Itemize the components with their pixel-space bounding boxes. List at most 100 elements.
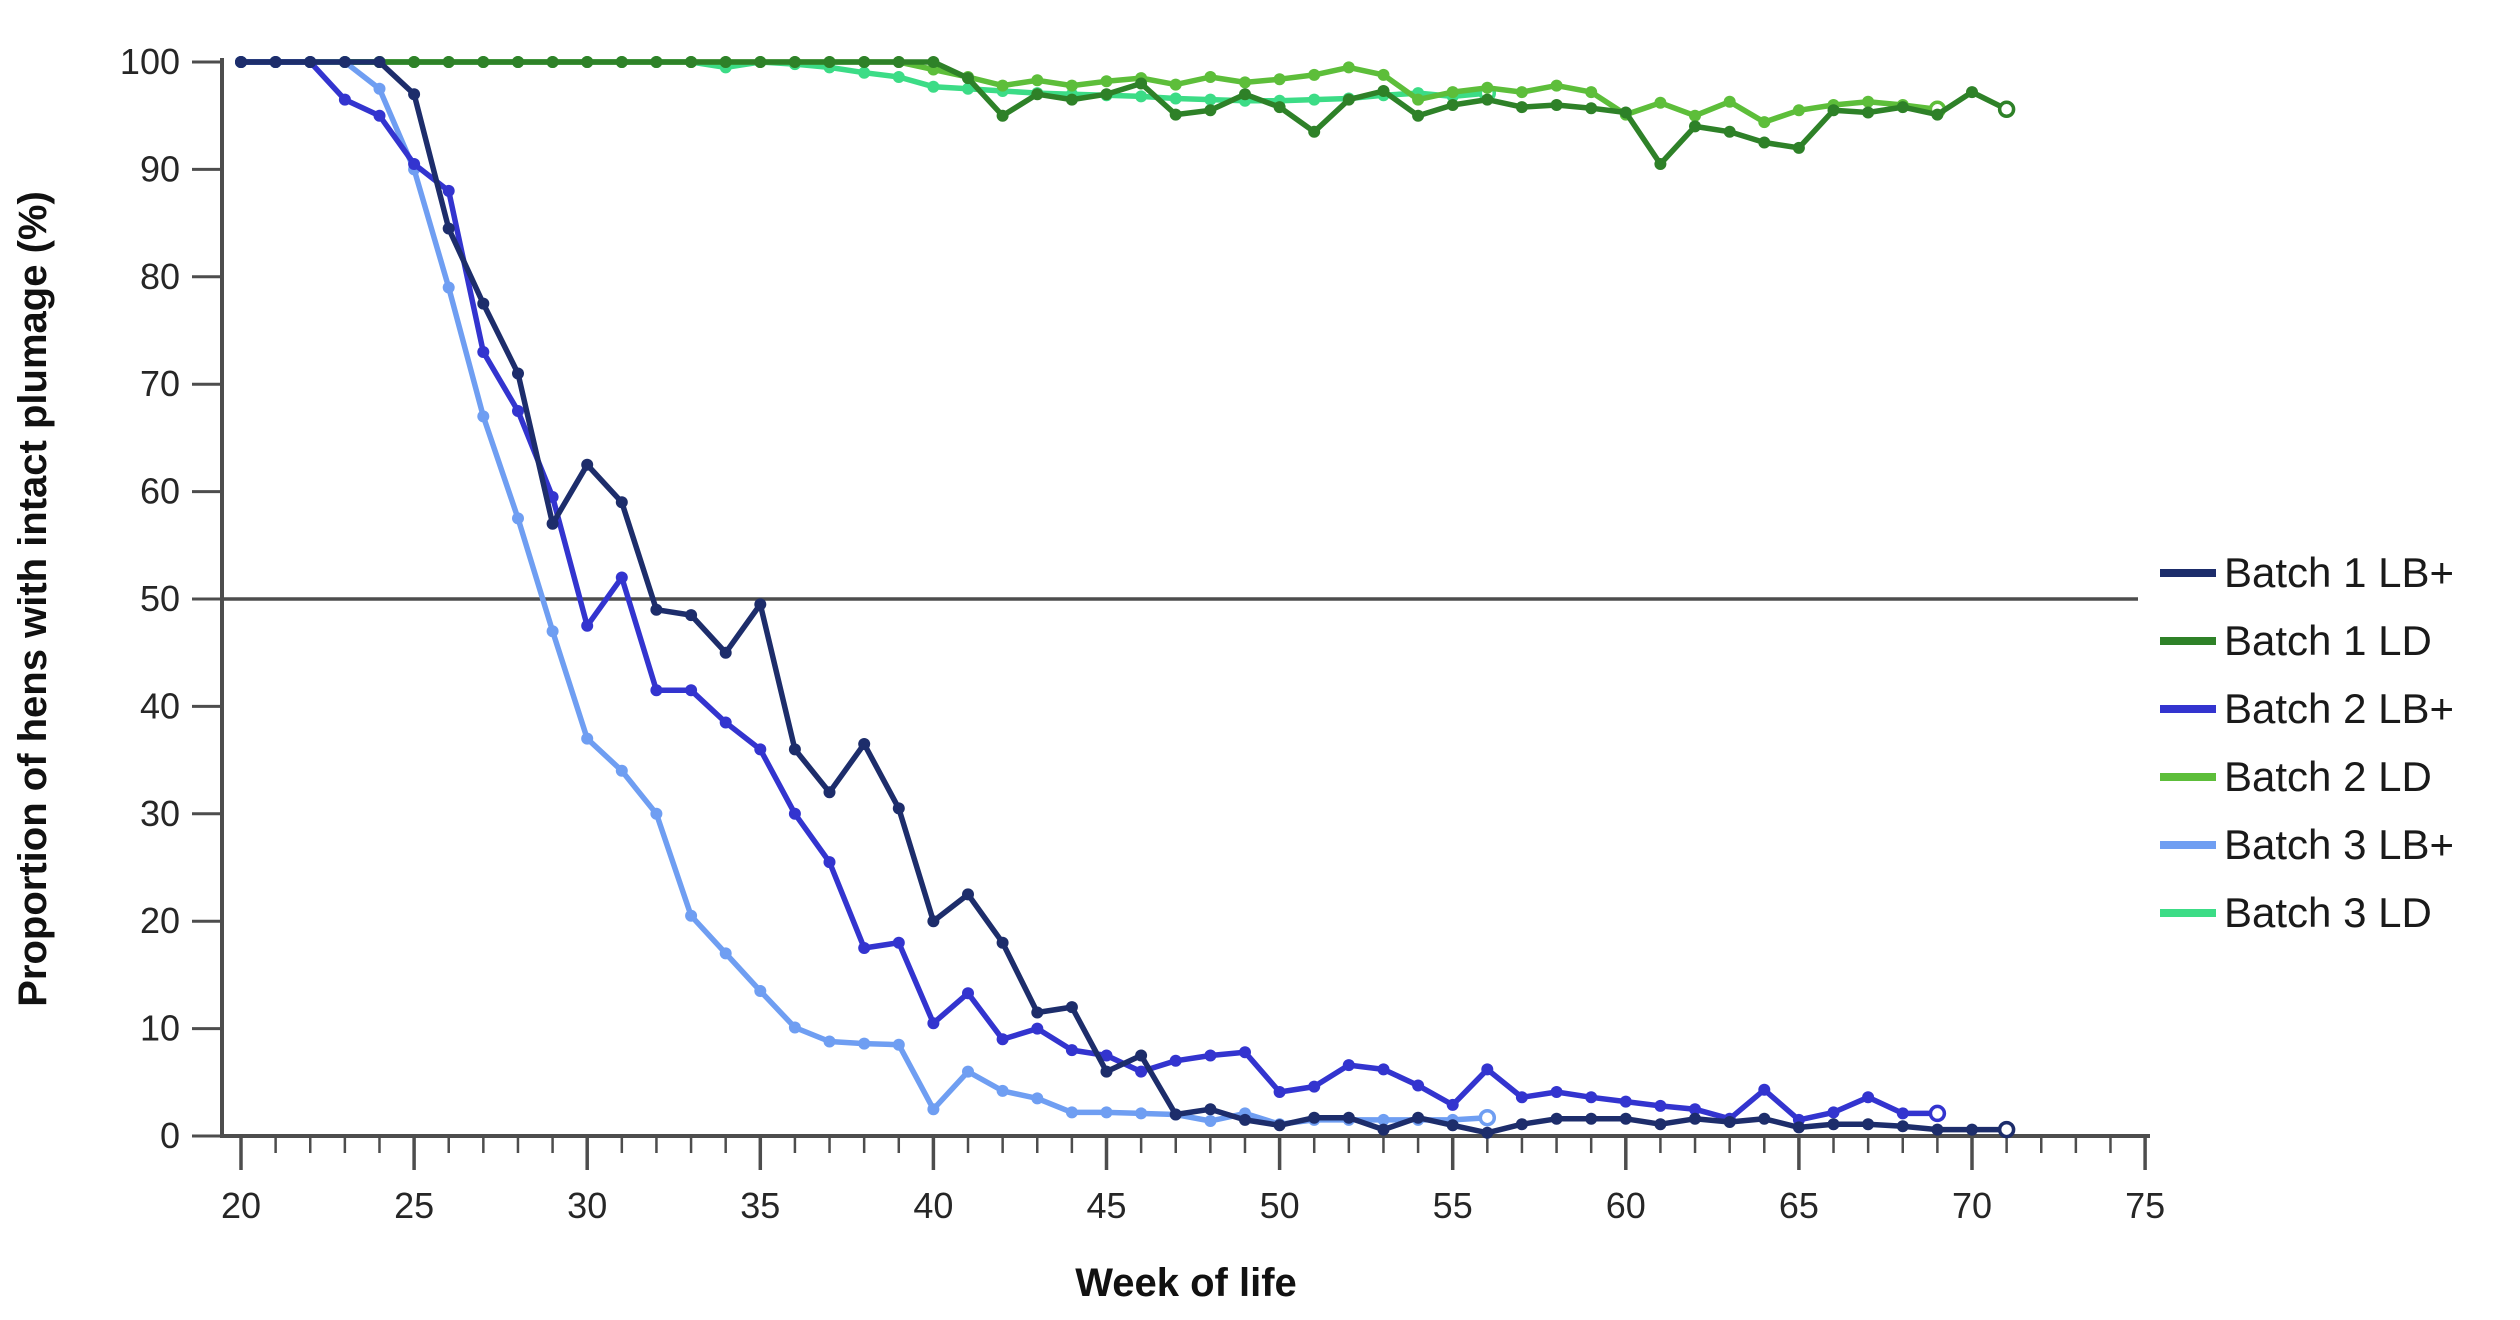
data-point-batch-1-ld <box>615 56 628 68</box>
data-point-batch-1-lb-plus <box>1204 1103 1217 1116</box>
data-point-batch-1-lb-plus <box>788 743 801 756</box>
data-point-batch-1-ld <box>1065 93 1078 106</box>
data-point-batch-2-lb-plus <box>1135 1065 1148 1078</box>
data-point-batch-3-lb-plus <box>858 1037 871 1050</box>
data-point-batch-1-lb-plus <box>338 56 351 68</box>
data-point-batch-1-lb-plus <box>1273 1119 1286 1132</box>
data-point-batch-1-ld <box>754 56 767 68</box>
legend-entry-batch-1-ld: Batch 1 LD <box>2160 617 2432 664</box>
legend-label-batch-3-lb-plus: Batch 3 LB+ <box>2224 821 2454 868</box>
legend: Batch 1 LB+ Batch 1 LD Batch 2 LB+ Batch 2 … <box>2160 549 2454 936</box>
y-tick-label: 50 <box>140 578 180 619</box>
data-point-batch-3-ld <box>892 71 905 83</box>
data-point-batch-3-lb-plus <box>927 1103 940 1116</box>
data-point-batch-1-ld <box>685 56 698 68</box>
data-point-batch-1-lb-plus <box>1966 1123 1978 1136</box>
data-point-batch-1-ld <box>546 56 559 68</box>
data-point-batch-2-ld <box>1481 81 1494 94</box>
data-point-batch-2-lb-plus <box>512 405 524 417</box>
data-point-batch-2-lb-plus <box>996 1033 1009 1046</box>
series-batch-1-ld <box>235 56 2016 170</box>
data-point-batch-3-lb-plus <box>892 1038 905 1051</box>
data-point-batch-2-ld <box>1654 96 1667 109</box>
data-point-batch-1-ld <box>581 56 594 68</box>
data-point-batch-2-lb-plus <box>962 987 974 1000</box>
data-point-batch-3-lb-plus <box>1377 1113 1390 1126</box>
data-point-batch-2-lb-plus <box>1481 1063 1494 1076</box>
data-point-batch-3-lb-plus <box>442 281 455 294</box>
x-tick-label: 70 <box>1952 1185 1992 1226</box>
x-tick-label: 30 <box>567 1185 607 1226</box>
data-point-batch-2-lb-plus <box>754 743 767 756</box>
data-point-batch-1-lb-plus <box>512 367 524 380</box>
data-point-batch-3-lb-plus <box>685 909 698 922</box>
data-point-batch-3-lb-plus <box>788 1021 801 1034</box>
data-point-batch-3-lb-plus <box>1065 1106 1078 1119</box>
x-tick-label: 75 <box>2125 1185 2165 1226</box>
data-point-batch-1-lb-plus <box>1308 1111 1321 1124</box>
data-point-batch-1-lb-plus <box>269 56 282 68</box>
data-point-batch-1-lb-plus <box>1065 1001 1078 1014</box>
data-point-batch-2-lb-plus <box>1239 1046 1251 1059</box>
x-tick-label: 55 <box>1433 1185 1473 1226</box>
data-point-batch-2-ld <box>1515 86 1528 99</box>
data-point-batch-1-ld <box>1689 120 1701 133</box>
data-point-batch-2-lb-plus <box>927 1017 940 1030</box>
data-point-batch-1-ld <box>1308 125 1321 138</box>
data-point-batch-1-ld <box>1273 101 1286 114</box>
data-point-batch-1-ld <box>719 56 732 68</box>
data-point-open-batch-1-lb-plus <box>1997 1120 2016 1139</box>
data-point-batch-1-lb-plus <box>1896 1120 1909 1133</box>
data-point-batch-1-ld <box>1481 93 1494 106</box>
data-point-batch-2-ld <box>1723 95 1736 108</box>
data-point-batch-2-ld <box>1273 73 1286 86</box>
data-point-batch-1-lb-plus <box>546 517 559 530</box>
data-point-batch-1-ld <box>892 56 905 68</box>
data-point-batch-2-lb-plus <box>1515 1091 1528 1104</box>
data-point-batch-2-lb-plus <box>1308 1080 1321 1093</box>
data-point-batch-3-lb-plus <box>962 1065 974 1078</box>
legend-entry-batch-3-lb-plus: Batch 3 LB+ <box>2160 821 2454 868</box>
data-point-batch-2-lb-plus <box>1654 1099 1667 1112</box>
data-point-batch-2-ld <box>1204 71 1217 83</box>
data-point-batch-1-lb-plus <box>719 646 732 659</box>
legend-entry-batch-2-ld: Batch 2 LD <box>2160 753 2432 800</box>
data-point-batch-1-lb-plus <box>1515 1118 1528 1131</box>
data-point-batch-2-lb-plus <box>1827 1106 1840 1119</box>
data-point-batch-3-ld <box>927 80 940 93</box>
data-point-batch-1-lb-plus <box>1862 1118 1875 1131</box>
data-point-batch-3-ld <box>1135 90 1148 103</box>
data-point-batch-3-lb-plus <box>615 764 628 777</box>
data-point-batch-2-lb-plus <box>892 936 905 949</box>
data-point-batch-2-lb-plus <box>1446 1098 1459 1111</box>
axes: 0 10 20 30 40 50 60 70 80 90 100 20 25 30 35 40 45 50 55 60… <box>120 41 2165 1226</box>
data-point-batch-1-ld <box>1446 99 1459 111</box>
legend-label-batch-2-lb-plus: Batch 2 LB+ <box>2224 685 2454 732</box>
data-point-batch-1-lb-plus <box>1377 1123 1390 1136</box>
series-line-batch-2-lb-plus <box>238 59 1941 1123</box>
legend-entry-batch-2-lb-plus: Batch 2 LB+ <box>2160 685 2454 732</box>
data-point-batch-1-ld <box>996 109 1009 122</box>
x-tick-label: 65 <box>1779 1185 1819 1226</box>
data-point-batch-3-lb-plus <box>546 625 559 638</box>
x-tick-label: 35 <box>740 1185 780 1226</box>
data-point-batch-1-lb-plus <box>650 603 663 616</box>
data-point-batch-1-ld <box>1862 106 1875 119</box>
data-point-batch-1-lb-plus <box>1446 1119 1459 1132</box>
data-point-batch-2-ld <box>1758 116 1771 129</box>
data-point-batch-1-ld <box>408 56 421 68</box>
data-point-batch-2-ld <box>1550 79 1563 92</box>
data-point-batch-2-lb-plus <box>685 684 698 697</box>
data-point-batch-1-ld <box>927 56 940 68</box>
data-point-batch-2-lb-plus <box>1896 1107 1909 1120</box>
data-point-batch-2-ld <box>1585 86 1598 99</box>
data-point-batch-2-ld <box>1169 78 1182 91</box>
data-point-batch-2-ld <box>1031 74 1044 87</box>
y-tick-label: 100 <box>120 41 180 82</box>
data-point-batch-2-lb-plus <box>650 684 663 697</box>
data-point-batch-2-lb-plus <box>581 619 594 632</box>
data-point-batch-1-lb-plus <box>581 458 594 471</box>
data-point-batch-3-ld <box>858 66 871 79</box>
data-point-batch-3-lb-plus <box>823 1035 836 1048</box>
